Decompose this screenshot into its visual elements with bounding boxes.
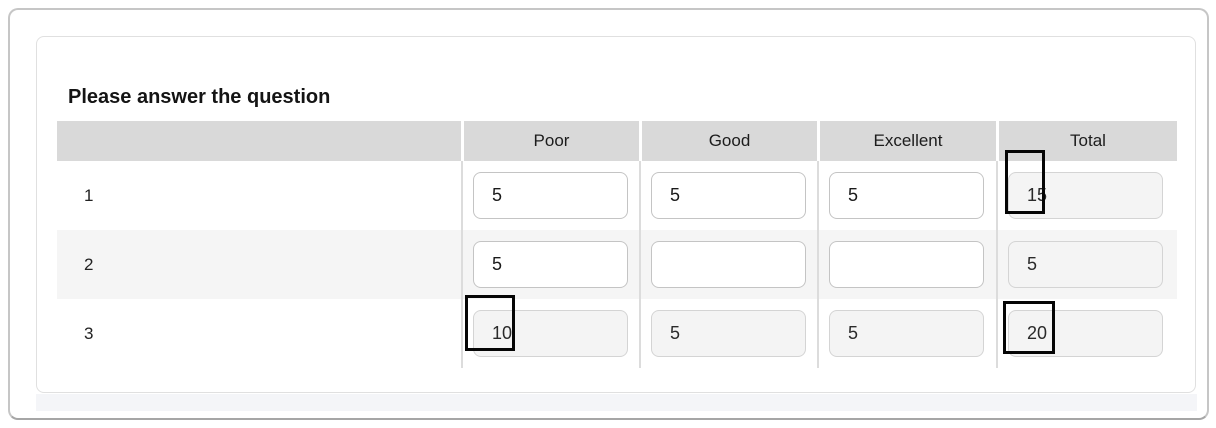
matrix-table: Poor Good Excellent Total 1 (57, 121, 1177, 368)
input-r2-good[interactable] (651, 241, 806, 288)
input-r2-total (1008, 241, 1163, 288)
input-r1-poor[interactable] (473, 172, 628, 219)
annotation-box-20 (1003, 301, 1055, 354)
input-r3-total (1008, 310, 1163, 357)
row-label: 3 (84, 323, 94, 343)
column-header-good: Good (639, 121, 817, 161)
cell-r1-good (639, 161, 817, 230)
column-header-excellent: Excellent (817, 121, 996, 161)
input-r2-excellent[interactable] (829, 241, 984, 288)
annotation-box-15 (1005, 150, 1045, 214)
table-header-row: Poor Good Excellent Total (57, 121, 1177, 161)
cell-r2-excellent (817, 230, 996, 299)
cell-r2-total (996, 230, 1177, 299)
question-card: Please answer the question Poor Good Exc… (36, 36, 1196, 393)
cell-r1-excellent (817, 161, 996, 230)
table-row: 2 (57, 230, 1177, 299)
column-header-blank (57, 121, 461, 161)
table-row: 3 (57, 299, 1177, 368)
input-r1-excellent[interactable] (829, 172, 984, 219)
row-label: 2 (84, 254, 94, 274)
input-r2-poor[interactable] (473, 241, 628, 288)
column-header-poor: Poor (461, 121, 639, 161)
cell-r2-good (639, 230, 817, 299)
input-r3-good (651, 310, 806, 357)
row-label: 1 (84, 185, 94, 205)
input-r1-good[interactable] (651, 172, 806, 219)
input-r3-excellent (829, 310, 984, 357)
cell-r2-poor (461, 230, 639, 299)
annotation-box-10 (465, 295, 515, 351)
cell-r3-excellent (817, 299, 996, 368)
cell-r3-good (639, 299, 817, 368)
column-header-total: Total (996, 121, 1177, 161)
page-background-strip (36, 394, 1197, 411)
question-title: Please answer the question (68, 86, 331, 108)
table-row: 1 (57, 161, 1177, 230)
cell-r3-total (996, 299, 1177, 368)
cell-r1-poor (461, 161, 639, 230)
screenshot-frame: Please answer the question Poor Good Exc… (8, 8, 1209, 420)
